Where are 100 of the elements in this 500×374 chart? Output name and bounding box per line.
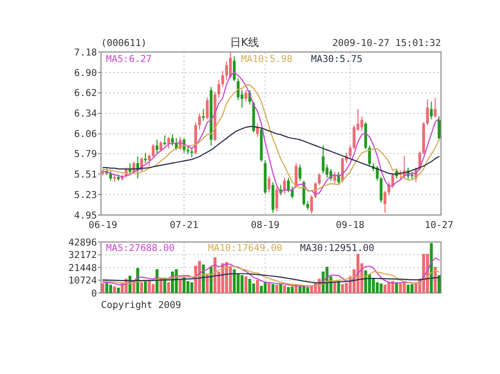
candlestick [341,156,344,183]
candlestick [229,52,232,79]
text: MA5:27688.00 [106,243,175,254]
candlestick [159,140,162,152]
candlestick [348,145,352,160]
bar [109,284,112,293]
bar [398,283,402,293]
candlestick [286,177,290,193]
y-tick-label: 5.23 [74,190,97,201]
bar [395,282,398,293]
candlestick [163,134,166,146]
bar [113,286,116,293]
x-tick-label: 09-18 [336,220,365,231]
candlestick [152,144,155,158]
bar [275,284,278,293]
bar [438,275,441,293]
candlestick [384,190,386,214]
bar [430,243,433,293]
candlestick [225,61,228,80]
y-tick-label: 6.90 [74,68,98,79]
bar [152,284,155,293]
candlestick [352,124,356,150]
y-tick-label: 6.34 [74,108,98,120]
bar [244,276,248,293]
bar [286,287,290,293]
bar [434,266,437,293]
candlestick [438,116,440,142]
bar [264,282,267,293]
bar [148,280,151,293]
candlestick [294,162,298,188]
candlestick [275,186,278,212]
y-tick-label: 32172 [68,250,97,262]
text: MA30:12951.00 [300,243,375,254]
line-series [102,266,440,286]
bar [190,282,194,293]
bar [116,288,120,293]
bar [140,282,144,293]
chart-title: 日K线 [230,36,260,49]
candlestick [144,152,147,164]
candlestick [310,194,313,214]
candlestick [256,123,259,138]
bar [167,282,170,293]
bar [268,282,271,293]
candlestick [268,176,270,193]
bar [310,286,314,293]
bar [240,275,244,293]
bar [298,286,302,293]
candlestick [426,99,429,126]
y-tick-label: 42896 [68,237,98,248]
bar [410,284,414,293]
bar [144,281,147,293]
text: Copyright 2009 [101,300,182,311]
candlestick [202,108,205,122]
y-tick-label: 4.95 [74,210,97,222]
y-tick-label: 0 [91,288,98,300]
bar [387,282,390,293]
x-tick-label: 06-19 [88,220,118,231]
candlestick [360,116,364,132]
candlestick [171,134,174,146]
y-tick-label: 7.18 [74,47,98,58]
bar [186,281,190,293]
text: MA30:5.75 [311,54,362,65]
y-tick-label: 6.06 [74,129,98,140]
bar [337,281,340,293]
y-tick-label: 6.62 [74,88,97,100]
bar [271,284,274,293]
text: MA5:6.27 [106,54,152,65]
bar [232,269,236,293]
x-tick-label: 10-27 [424,220,454,231]
candlestick [156,139,158,154]
bar [306,287,310,293]
bar [256,280,259,293]
candlestick [198,112,201,130]
y-tick-label: 21448 [68,262,98,274]
candlestick [244,90,248,102]
candlestick [217,79,220,99]
bar [105,282,108,293]
bar [380,283,383,293]
bar [302,286,306,293]
candlestick [430,101,433,120]
candlestick [434,98,437,118]
text: (000611) [101,38,147,49]
text: MA10:17649.00 [208,243,283,254]
bar [283,285,286,293]
text: 2009-10-27 15:01:32 [332,38,441,49]
candlestick [298,164,302,182]
x-tick-label: 07-21 [170,220,199,231]
y-tick-label: 5.79 [74,148,98,160]
bar [101,283,104,293]
candlestick [368,145,371,167]
y-tick-label: 10724 [68,276,98,287]
bar [384,284,386,293]
x-tick-label: 08-19 [250,220,280,231]
bar [368,274,371,293]
candlestick [283,177,286,194]
candlestick [128,162,132,174]
bar [341,284,344,293]
candlestick [206,96,209,120]
line-series [102,273,440,284]
bar [178,278,182,293]
